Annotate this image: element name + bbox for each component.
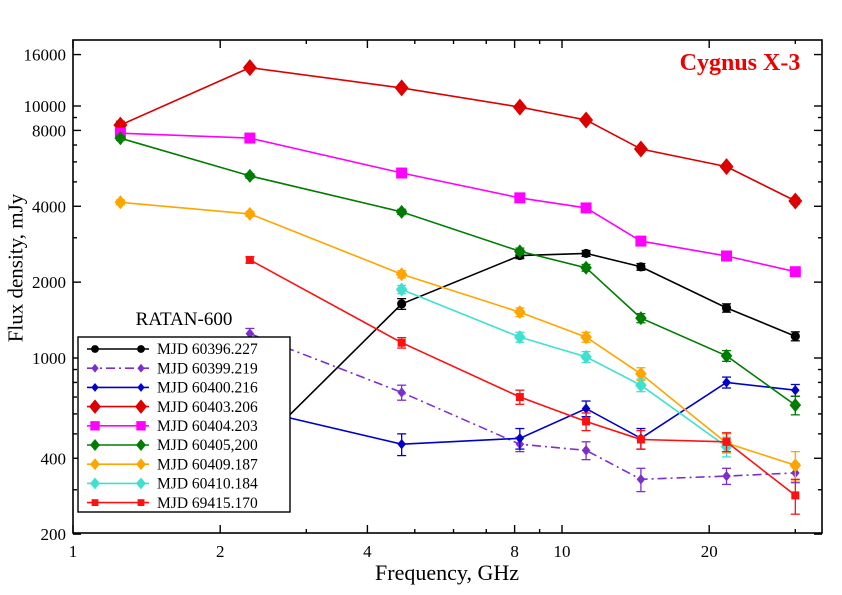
y-tick-label: 8000	[32, 121, 66, 140]
legend-item-label: MJD 60403.206	[157, 399, 258, 416]
chart-title: Cygnus X-3	[679, 50, 801, 76]
series-3	[113, 59, 803, 210]
legend-item: MJD 60399.219	[87, 360, 258, 377]
legend-item-label: MJD 60404.203	[157, 418, 258, 435]
x-tick-label: 8	[510, 542, 519, 561]
legend: MJD 60396.227 MJD 60399.219 MJD 60400.216 M…	[77, 336, 291, 513]
x-tick-label: 4	[363, 542, 372, 561]
legend-item-label: MJD 60410.184	[157, 476, 258, 493]
x-tick-label: 2	[216, 542, 225, 561]
x-axis-title: Frequency, GHz	[375, 560, 519, 585]
series-5	[114, 131, 802, 416]
x-tick-label: 20	[701, 542, 718, 561]
legend-item: MJD 60409.187	[87, 456, 258, 473]
x-tick-label: 1	[69, 542, 78, 561]
series-7	[395, 282, 733, 458]
legend-item-label: MJD 60396.227	[157, 341, 258, 358]
x-tick-label: 10	[554, 542, 571, 561]
series-1	[245, 327, 800, 493]
legend-item: MJD 60403.206	[87, 399, 258, 416]
legend-item: MJD 60404.203	[87, 418, 258, 435]
legend-title: RATAN-600	[135, 309, 233, 330]
legend-item: MJD 60396.227	[87, 341, 258, 358]
y-tick-label: 2000	[32, 273, 66, 292]
series-4	[114, 127, 801, 278]
y-tick-label: 200	[41, 525, 67, 544]
y-axis-title: Flux density, mJy	[3, 193, 28, 343]
legend-item: MJD 60400.216	[87, 380, 258, 397]
y-tick-label: 1000	[32, 349, 66, 368]
legend-item: MJD 60410.184	[87, 476, 258, 493]
legend-item-label: MJD 60405,200	[157, 437, 258, 454]
y-tick-label: 10000	[24, 97, 67, 116]
legend-item: MJD 69415.170	[87, 495, 258, 512]
legend-item-label: MJD 60400.216	[157, 380, 258, 397]
y-tick-label: 4000	[32, 197, 66, 216]
y-tick-label: 16000	[24, 46, 67, 65]
legend-item: MJD 60405,200	[87, 437, 258, 454]
legend-item-label: MJD 60409.187	[157, 456, 258, 473]
series-8	[245, 255, 800, 515]
legend-item-label: MJD 60399.219	[157, 360, 258, 377]
legend-item-label: MJD 69415.170	[157, 495, 258, 512]
plot-frame	[72, 39, 823, 534]
y-tick-label: 400	[41, 449, 67, 468]
